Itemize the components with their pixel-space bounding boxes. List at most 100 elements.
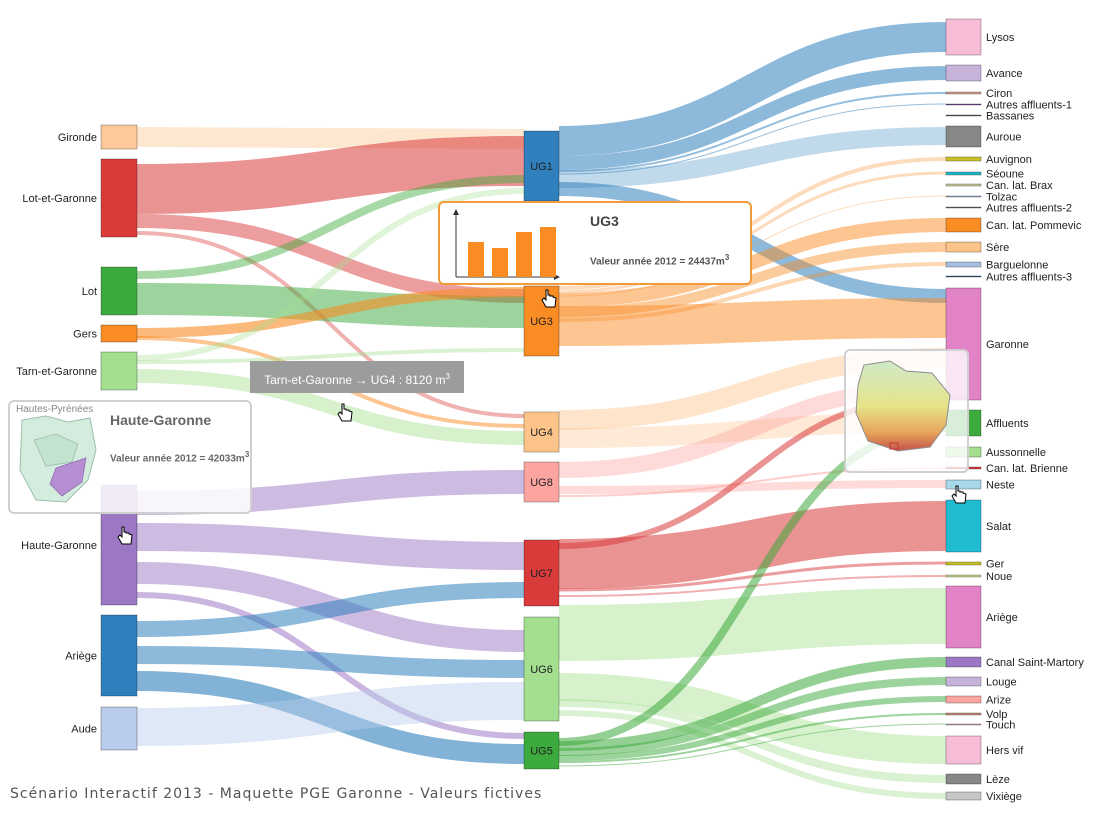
river-node[interactable]: Can. lat. Pommevic (945, 217, 1082, 233)
river-node[interactable]: Lysos (945, 18, 1015, 56)
ug-node-bar[interactable] (523, 130, 560, 202)
river-node-bar[interactable] (945, 103, 982, 106)
river-node-bar[interactable] (945, 695, 982, 704)
flow-link[interactable] (558, 588, 947, 661)
river-node[interactable]: Ciron (945, 88, 1012, 100)
flow-link[interactable] (136, 582, 525, 637)
river-node-bar[interactable] (945, 479, 982, 490)
source-node-bar[interactable] (100, 614, 138, 697)
river-node[interactable]: Auroue (945, 125, 1021, 148)
flow-link[interactable] (558, 103, 947, 175)
source-node[interactable]: Gironde (58, 124, 138, 150)
flow-link[interactable] (558, 501, 947, 589)
river-node-bar[interactable] (945, 241, 982, 253)
flow-link[interactable] (136, 671, 525, 764)
river-node[interactable]: Autres affluents-2 (945, 203, 1072, 215)
ug-node[interactable]: UG5 (523, 731, 560, 770)
flow-link[interactable] (136, 682, 525, 746)
source-node[interactable]: Gers (73, 324, 138, 343)
ug-node[interactable]: UG4 (523, 411, 560, 453)
river-node[interactable]: Arize (945, 695, 1011, 707)
source-node[interactable]: Ariège (65, 614, 138, 697)
river-node[interactable]: Noue (945, 571, 1012, 583)
river-node[interactable]: Volp (945, 709, 1007, 721)
flow-link[interactable] (136, 369, 525, 445)
river-node-bar[interactable] (945, 676, 982, 687)
source-node[interactable]: Aude (71, 706, 138, 751)
source-node[interactable]: Lot-et-Garonne (22, 158, 138, 238)
ug-node-bar[interactable] (523, 411, 560, 453)
river-node-bar[interactable] (945, 735, 982, 765)
river-node[interactable]: Neste (945, 479, 1015, 492)
flow-link[interactable] (558, 480, 947, 494)
river-node[interactable]: Ariège (945, 585, 1018, 649)
ug-node[interactable]: UG7 (523, 539, 560, 607)
river-node-bar[interactable] (945, 114, 982, 117)
source-node-bar[interactable] (100, 266, 138, 316)
river-node[interactable]: Auvignon (945, 154, 1032, 166)
river-node-bar[interactable] (945, 171, 982, 176)
river-node[interactable]: Séoune (945, 169, 1024, 181)
river-node[interactable]: Tolzac (945, 192, 1018, 204)
flow-link[interactable] (558, 22, 947, 156)
flow-link[interactable] (136, 283, 525, 328)
ug-node[interactable]: UG6 (523, 616, 560, 722)
flow-link[interactable] (136, 231, 525, 418)
flow-link[interactable] (558, 92, 947, 172)
river-node[interactable]: Vixiège (945, 791, 1022, 803)
river-node-bar[interactable] (945, 712, 982, 716)
flow-link[interactable] (558, 657, 947, 751)
river-node-bar[interactable] (945, 499, 982, 553)
ug-node-bar[interactable] (523, 461, 560, 503)
ug-node-bar[interactable] (523, 731, 560, 770)
flow-link[interactable] (558, 710, 947, 799)
river-node-bar[interactable] (945, 723, 982, 726)
river-node-bar[interactable] (945, 195, 982, 198)
river-node-bar[interactable] (945, 217, 982, 233)
source-node-bar[interactable] (100, 351, 138, 391)
ug-node-bar[interactable] (523, 539, 560, 607)
flow-link[interactable] (558, 561, 947, 592)
river-node-bar[interactable] (945, 656, 982, 668)
source-node-bar[interactable] (100, 158, 138, 238)
source-node-bar[interactable] (100, 324, 138, 343)
flow-link[interactable] (558, 298, 947, 346)
flow-link[interactable] (136, 188, 525, 361)
river-node-bar[interactable] (945, 261, 982, 268)
river-node-bar[interactable] (945, 18, 982, 56)
flow-link[interactable] (558, 171, 947, 294)
flow-link[interactable] (558, 182, 947, 303)
ug-node[interactable]: UG8 (523, 461, 560, 503)
source-node[interactable]: Tarn-et-Garonne (16, 351, 138, 391)
flow-link[interactable] (558, 677, 947, 756)
river-node[interactable]: Lèze (945, 773, 1010, 786)
flow-link[interactable] (136, 175, 525, 279)
flow-link[interactable] (136, 523, 525, 570)
river-node-bar[interactable] (945, 574, 982, 578)
river-node[interactable]: Avance (945, 64, 1023, 82)
river-node-bar[interactable] (945, 585, 982, 649)
source-node[interactable]: Lot (82, 266, 138, 316)
river-node[interactable]: Bassanes (945, 111, 1035, 123)
river-node[interactable]: Ger (945, 559, 1005, 571)
river-node[interactable]: Hers vif (945, 735, 1024, 765)
river-node[interactable]: Canal Saint-Martory (945, 656, 1084, 669)
river-node[interactable]: Sère (945, 241, 1009, 254)
river-node-bar[interactable] (945, 206, 982, 209)
ug-node[interactable]: UG1 (523, 130, 560, 202)
flow-link[interactable] (558, 127, 947, 188)
river-node-bar[interactable] (945, 275, 982, 278)
flow-link[interactable] (558, 713, 947, 763)
river-node[interactable]: Touch (945, 720, 1015, 732)
flow-link[interactable] (136, 646, 525, 678)
river-node-bar[interactable] (945, 773, 982, 785)
river-node[interactable]: Autres affluents-3 (945, 272, 1072, 284)
river-node-bar[interactable] (945, 125, 982, 148)
flow-link[interactable] (136, 136, 525, 214)
river-node[interactable]: Salat (945, 499, 1011, 553)
river-node[interactable]: Autres affluents-1 (945, 100, 1072, 112)
river-node[interactable]: Can. lat. Brax (945, 180, 1053, 192)
flow-link[interactable] (136, 287, 525, 338)
source-node-bar[interactable] (100, 706, 138, 751)
river-node-bar[interactable] (945, 64, 982, 82)
